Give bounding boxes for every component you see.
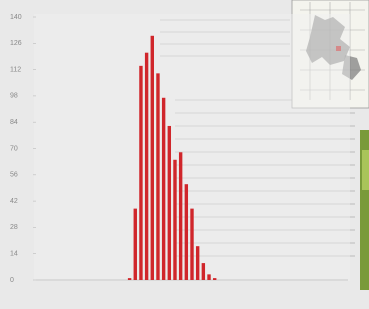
page: {"chart_data": {"type": "bar", "categori… <box>0 0 369 309</box>
y-tick-label: 112 <box>10 66 21 73</box>
y-tick-label: 126 <box>10 40 22 47</box>
bar <box>134 209 137 280</box>
y-tick-label: 140 <box>10 14 22 21</box>
bar <box>168 126 171 280</box>
y-tick-label: 98 <box>10 93 18 100</box>
y-tick-label: 14 <box>10 251 18 258</box>
y-tick-label: 56 <box>10 172 18 179</box>
bar <box>173 160 176 280</box>
bar <box>156 73 159 280</box>
bar <box>207 274 210 280</box>
bar <box>151 36 154 280</box>
y-tick-label: 28 <box>10 224 18 231</box>
bar <box>202 263 205 280</box>
bar <box>185 184 188 280</box>
bar <box>162 98 165 280</box>
y-tick-label: 70 <box>10 145 18 152</box>
bar <box>145 53 148 280</box>
photo <box>360 130 369 290</box>
y-tick-label: 42 <box>10 198 18 205</box>
bar <box>213 278 216 280</box>
y-tick-label: 0 <box>10 277 14 284</box>
bar <box>179 152 182 280</box>
bar <box>190 209 193 280</box>
bar <box>128 278 131 280</box>
chart: 0 14 28 42 56 70 84 98 112 126 140 <box>0 0 369 309</box>
bar <box>196 246 199 280</box>
bar <box>139 66 142 280</box>
y-tick-label: 84 <box>10 119 18 126</box>
